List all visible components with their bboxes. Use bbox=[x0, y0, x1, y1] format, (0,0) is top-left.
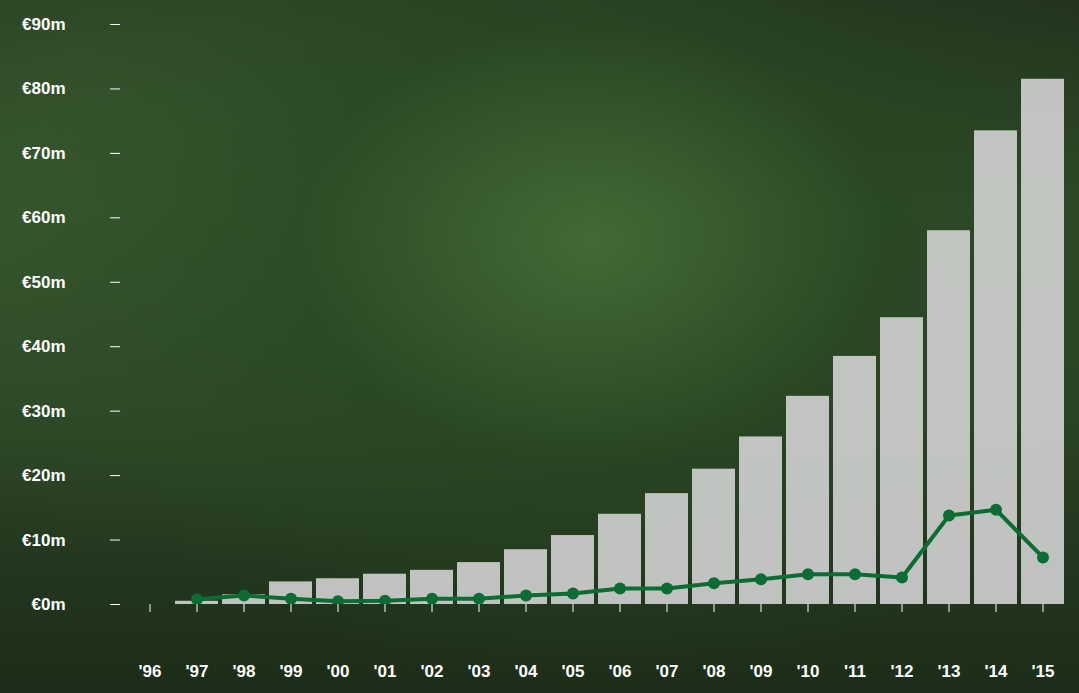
svg-text:'04: '04 bbox=[515, 662, 538, 681]
svg-text:'96: '96 bbox=[139, 662, 162, 681]
svg-text:'01: '01 bbox=[374, 662, 397, 681]
svg-text:€30m: €30m bbox=[22, 402, 65, 421]
svg-text:'03: '03 bbox=[468, 662, 491, 681]
svg-text:€80m: €80m bbox=[22, 79, 65, 98]
svg-text:€10m: €10m bbox=[22, 530, 65, 549]
svg-text:'11: '11 bbox=[844, 662, 866, 681]
svg-text:'97: '97 bbox=[186, 662, 209, 681]
svg-text:'05: '05 bbox=[562, 662, 585, 681]
svg-text:'15: '15 bbox=[1032, 662, 1055, 681]
svg-text:€0m: €0m bbox=[31, 595, 65, 614]
svg-text:'09: '09 bbox=[750, 662, 773, 681]
svg-text:'98: '98 bbox=[233, 662, 256, 681]
svg-text:'10: '10 bbox=[797, 662, 820, 681]
svg-text:'02: '02 bbox=[421, 662, 444, 681]
svg-text:'13: '13 bbox=[938, 662, 961, 681]
svg-text:€50m: €50m bbox=[22, 273, 65, 292]
svg-text:'08: '08 bbox=[703, 662, 726, 681]
svg-text:€20m: €20m bbox=[22, 466, 65, 485]
svg-text:€90m: €90m bbox=[22, 15, 65, 34]
svg-text:€60m: €60m bbox=[22, 208, 65, 227]
svg-text:'06: '06 bbox=[609, 662, 632, 681]
svg-text:€70m: €70m bbox=[22, 144, 65, 163]
svg-text:'12: '12 bbox=[891, 662, 914, 681]
svg-text:'99: '99 bbox=[280, 662, 303, 681]
svg-text:€40m: €40m bbox=[22, 337, 65, 356]
svg-text:'14: '14 bbox=[985, 662, 1008, 681]
svg-text:'07: '07 bbox=[656, 662, 679, 681]
svg-text:'00: '00 bbox=[327, 662, 350, 681]
